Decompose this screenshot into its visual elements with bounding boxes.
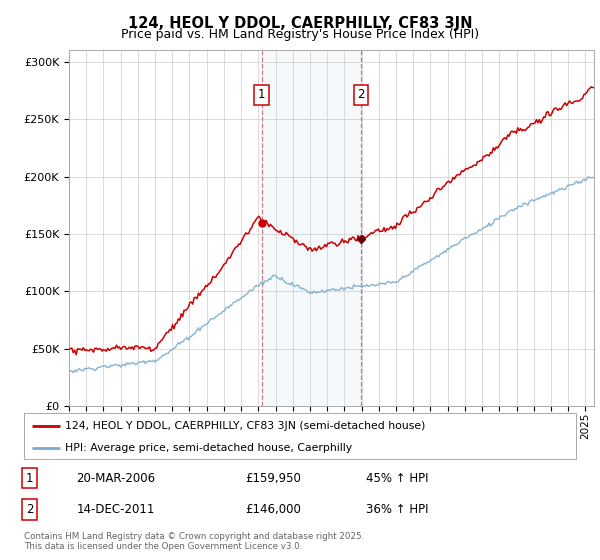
Text: £146,000: £146,000	[245, 503, 301, 516]
Text: Price paid vs. HM Land Registry's House Price Index (HPI): Price paid vs. HM Land Registry's House …	[121, 28, 479, 41]
Text: 1: 1	[26, 472, 33, 484]
Text: 2: 2	[26, 503, 33, 516]
Text: 14-DEC-2011: 14-DEC-2011	[76, 503, 155, 516]
Text: £159,950: £159,950	[245, 472, 301, 484]
Text: 36% ↑ HPI: 36% ↑ HPI	[366, 503, 429, 516]
Text: 124, HEOL Y DDOL, CAERPHILLY, CF83 3JN (semi-detached house): 124, HEOL Y DDOL, CAERPHILLY, CF83 3JN (…	[65, 421, 426, 431]
Text: 1: 1	[258, 88, 265, 101]
Bar	[262, 50, 361, 406]
Text: Contains HM Land Registry data © Crown copyright and database right 2025.
This d: Contains HM Land Registry data © Crown c…	[24, 532, 364, 552]
Text: HPI: Average price, semi-detached house, Caerphilly: HPI: Average price, semi-detached house,…	[65, 443, 353, 452]
Text: 45% ↑ HPI: 45% ↑ HPI	[366, 472, 429, 484]
Text: 2: 2	[357, 88, 365, 101]
Text: 124, HEOL Y DDOL, CAERPHILLY, CF83 3JN: 124, HEOL Y DDOL, CAERPHILLY, CF83 3JN	[128, 16, 472, 31]
Text: 20-MAR-2006: 20-MAR-2006	[76, 472, 155, 484]
